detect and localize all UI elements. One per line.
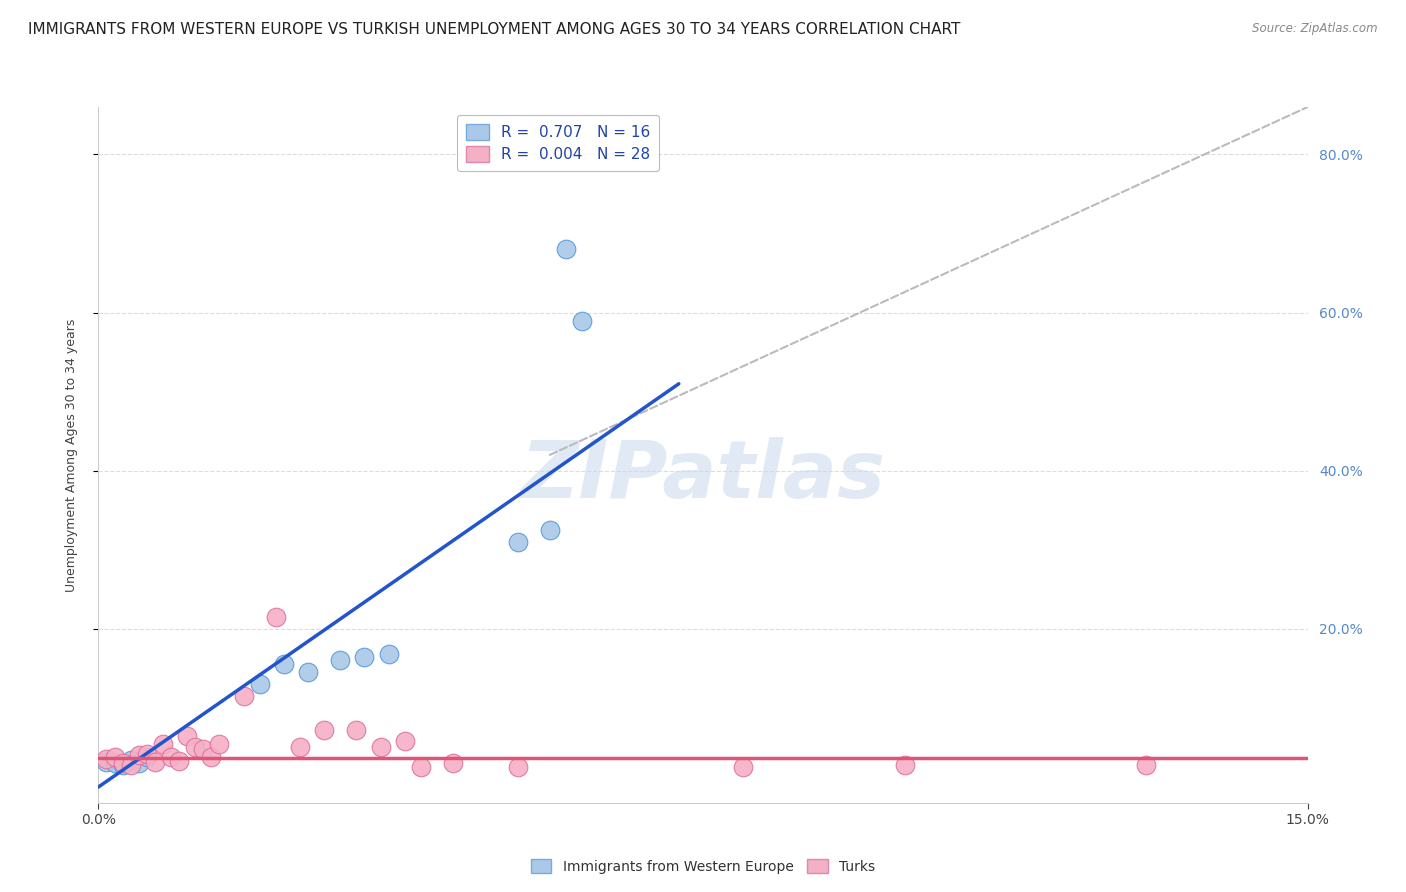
Point [314,723,336,737]
Point [208,737,231,751]
Point [135,747,157,761]
Point [571,313,593,327]
Point [135,750,157,764]
Point [128,748,150,763]
Point [120,753,142,767]
Point [297,665,319,680]
Point [143,755,166,769]
Point [288,740,311,755]
Point [160,750,183,764]
Point [329,653,352,667]
Point [506,534,529,549]
Point [103,756,125,771]
Point [193,742,215,756]
Point [184,740,207,755]
Point [200,750,222,764]
Point [232,689,254,703]
Text: IMMIGRANTS FROM WESTERN EUROPE VS TURKISH UNEMPLOYMENT AMONG AGES 30 TO 34 YEARS: IMMIGRANTS FROM WESTERN EUROPE VS TURKIS… [28,22,960,37]
Text: Source: ZipAtlas.com: Source: ZipAtlas.com [1253,22,1378,36]
Point [377,647,399,661]
Point [264,610,287,624]
Point [344,723,367,737]
Point [103,750,125,764]
Text: ZIPatlas: ZIPatlas [520,437,886,515]
Point [506,760,529,774]
Point [111,756,134,771]
Point [120,757,142,772]
Point [96,752,118,766]
Point [441,756,464,771]
Point [167,754,190,768]
Point [111,757,134,772]
Point [555,243,578,257]
Point [1135,757,1157,772]
Point [353,649,375,664]
Point [733,760,755,774]
Point [370,740,392,755]
Point [409,760,432,774]
Point [176,729,198,743]
Point [394,734,416,748]
Legend: Immigrants from Western Europe, Turks: Immigrants from Western Europe, Turks [524,854,882,880]
Point [893,757,915,772]
Point [249,677,271,691]
Point [128,756,150,771]
Y-axis label: Unemployment Among Ages 30 to 34 years: Unemployment Among Ages 30 to 34 years [65,318,77,591]
Point [538,523,561,537]
Point [152,737,174,751]
Point [273,657,295,672]
Point [96,755,118,769]
